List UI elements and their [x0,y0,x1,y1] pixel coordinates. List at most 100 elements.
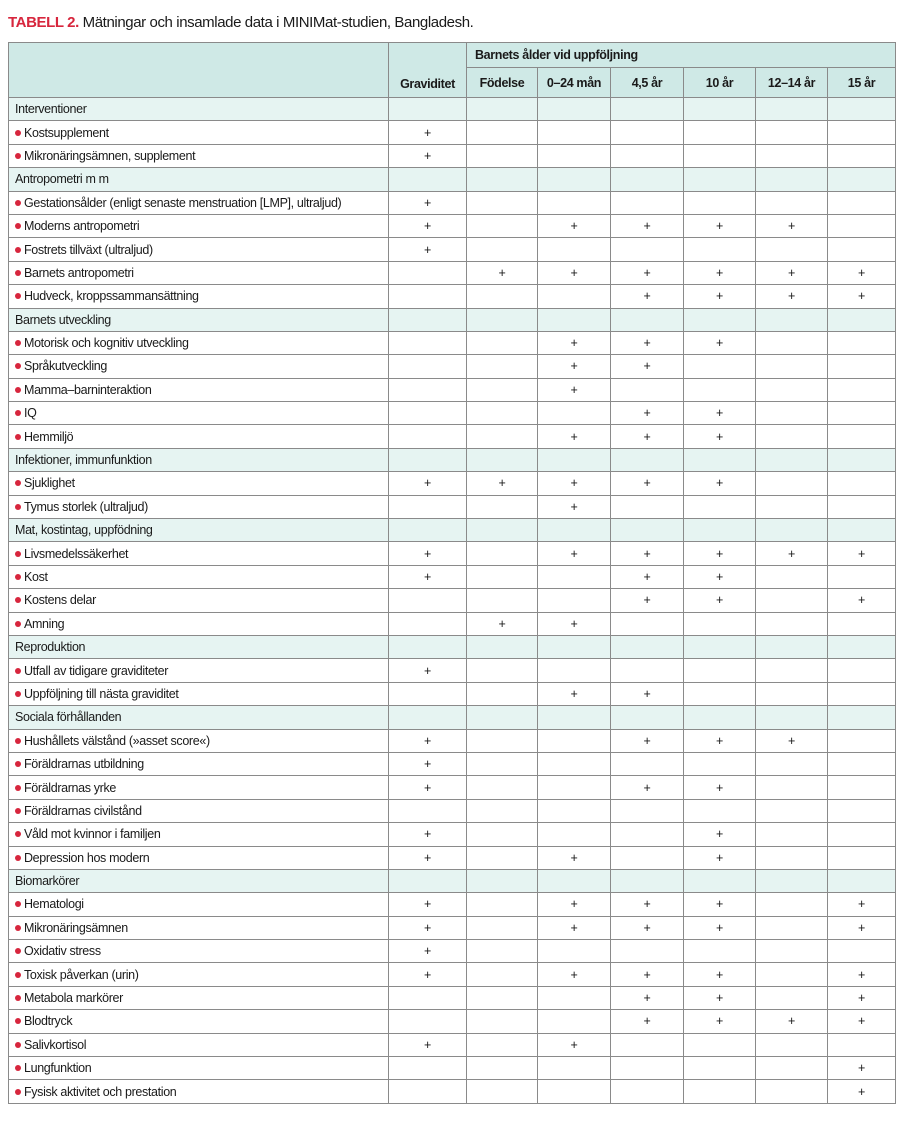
table-row: IQ + + [8,401,897,426]
column-header: 4,5 år [610,67,684,98]
empty-cell [755,401,828,426]
empty-cell [537,822,611,847]
empty-cell [755,237,828,262]
row-label: Depression hos modern [8,845,389,870]
bullet-icon [15,550,21,557]
empty-cell [826,728,897,753]
plus-mark-cell: + [610,1009,684,1034]
empty-cell [388,634,467,660]
empty-cell [610,939,684,964]
plus-mark-cell: + [826,1079,897,1104]
table-row: Föräldrarnas yrke + + + [8,775,897,800]
row-label: IQ [8,401,389,426]
empty-cell [683,658,756,683]
table-row: Hudveck, kroppssammansättning + + + + [8,284,897,309]
row-label-text: Hudveck, kroppssammansättning [24,289,199,304]
empty-cell [388,1079,467,1104]
empty-cell [537,447,611,473]
empty-cell [755,190,828,215]
empty-cell [826,705,897,730]
plus-mark-cell: + [683,330,756,356]
empty-cell [466,1009,538,1034]
plus-mark-cell: + [755,213,828,239]
plus-mark-cell: + [826,588,897,613]
plus-mark-cell: + [610,564,684,590]
plus-mark-cell: + [755,260,828,286]
plus-mark-cell: + [683,728,756,753]
empty-cell [755,1079,828,1104]
section-row: Mat, kostintag, uppfödning [8,518,897,543]
empty-cell [610,1056,684,1081]
plus-mark-cell: + [610,728,684,753]
plus-mark-cell: + [683,471,756,496]
empty-cell [610,167,684,192]
plus-mark-cell: + [683,260,756,286]
empty-cell [388,307,467,332]
empty-cell [755,962,828,987]
empty-cell [755,471,828,496]
empty-cell [466,1056,538,1081]
empty-cell [826,798,897,824]
empty-cell [755,681,828,707]
empty-cell [755,564,828,590]
empty-cell [610,634,684,660]
plus-mark-cell: + [755,284,828,309]
plus-mark-cell: + [537,377,611,403]
plus-mark-cell: + [388,658,467,683]
plus-mark-cell: + [537,213,611,239]
empty-cell [388,681,467,707]
empty-cell [388,494,467,520]
table-row: Salivkortisol + + [8,1032,897,1058]
plus-mark-cell: + [610,892,684,917]
empty-cell [537,167,611,192]
empty-cell [755,167,828,192]
bullet-icon [15,199,21,206]
row-label-text: Tymus storlek (ultraljud) [24,499,148,514]
plus-mark-cell: + [537,330,611,356]
plus-mark-cell: + [537,471,611,496]
row-label-text: Salivkortisol [24,1037,87,1052]
empty-cell [683,611,756,636]
plus-mark-cell: + [610,985,684,1011]
column-header: 0–24 mån [537,67,611,98]
bullet-icon [15,995,21,1002]
empty-cell [826,939,897,964]
empty-cell [466,237,538,262]
empty-cell [610,518,684,543]
empty-cell [537,588,611,613]
row-label-text: Hematologi [24,897,84,912]
empty-cell [466,307,538,332]
empty-cell [610,868,684,894]
table-row: Blodtryck + + + + [8,1009,897,1034]
table-row: Uppföljning till nästa graviditet + + [8,681,897,707]
plus-mark-cell: + [388,915,467,941]
empty-cell [683,120,756,145]
empty-cell [537,143,611,169]
row-label-text: Föräldrarnas civilstånd [24,803,142,818]
empty-cell [826,822,897,847]
table-row: Kost + + + [8,564,897,590]
row-label: Salivkortisol [8,1032,389,1058]
empty-cell [466,658,538,683]
row-label: Gestationsålder (enligt senaste menstrua… [8,190,389,215]
row-label-text: Mikronäringsämnen, supplement [24,148,196,163]
plus-mark-cell: + [537,611,611,636]
table-row: Motorisk och kognitiv utveckling + + + [8,330,897,356]
plus-mark-cell: + [388,892,467,917]
empty-cell [466,681,538,707]
plus-mark-cell: + [388,143,467,169]
row-label: Livsmedelssäkerhet [8,541,389,566]
bullet-icon [15,1088,21,1095]
empty-cell [466,330,538,356]
row-label-text: Fostrets tillväxt (ultraljud) [24,242,153,257]
empty-cell [388,424,467,449]
plus-mark-cell: + [610,260,684,286]
row-label-text: Lungfunktion [24,1061,92,1076]
bullet-icon [15,269,21,276]
row-label: Våld mot kvinnor i familjen [8,822,389,847]
empty-cell [826,96,897,122]
row-label: Fostrets tillväxt (ultraljud) [8,237,389,262]
row-label-text: Moderns antropometri [24,219,140,234]
empty-cell [466,822,538,847]
row-label-text: Barnets antropometri [24,265,134,280]
